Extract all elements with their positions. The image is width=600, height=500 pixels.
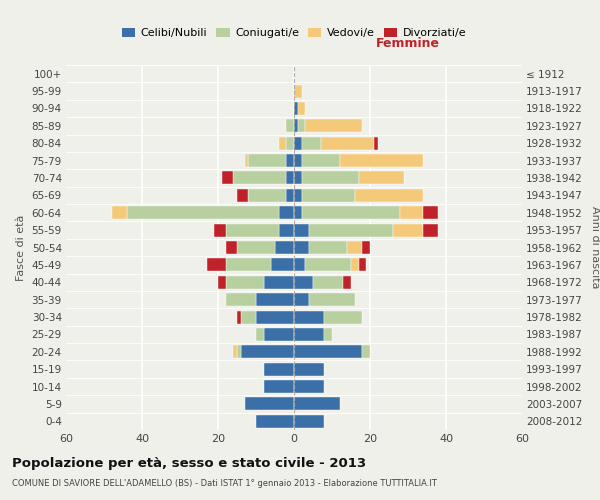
Bar — [294, 172, 302, 184]
Bar — [294, 154, 302, 167]
Bar — [294, 362, 325, 376]
Bar — [400, 206, 423, 220]
Bar — [245, 154, 248, 167]
Bar — [294, 293, 309, 306]
Bar — [343, 276, 351, 289]
Bar — [359, 258, 366, 272]
Bar — [313, 276, 343, 289]
Bar — [286, 189, 294, 202]
Bar — [294, 102, 298, 115]
Bar — [362, 241, 370, 254]
Text: COMUNE DI SAVIORE DELL'ADAMELLO (BS) - Dati ISTAT 1° gennaio 2013 - Elaborazione: COMUNE DI SAVIORE DELL'ADAMELLO (BS) - D… — [12, 479, 437, 488]
Bar — [248, 189, 286, 202]
Bar — [256, 310, 294, 324]
Bar — [226, 241, 237, 254]
Bar — [294, 189, 302, 202]
Bar — [294, 241, 309, 254]
Bar — [279, 224, 294, 236]
Legend: Celibi/Nubili, Coniugati/e, Vedovi/e, Divorziati/e: Celibi/Nubili, Coniugati/e, Vedovi/e, Di… — [118, 23, 470, 43]
Bar — [256, 328, 263, 341]
Bar — [325, 328, 332, 341]
Bar — [127, 206, 279, 220]
Y-axis label: Anni di nascita: Anni di nascita — [590, 206, 599, 289]
Bar — [263, 276, 294, 289]
Bar — [233, 346, 237, 358]
Bar — [294, 346, 362, 358]
Bar — [226, 224, 279, 236]
Bar — [294, 328, 325, 341]
Bar — [263, 362, 294, 376]
Bar — [263, 328, 294, 341]
Bar — [233, 172, 286, 184]
Bar — [222, 172, 233, 184]
Bar — [294, 276, 313, 289]
Bar — [309, 224, 393, 236]
Bar — [294, 398, 340, 410]
Bar — [294, 84, 302, 98]
Bar — [271, 258, 294, 272]
Bar — [206, 258, 226, 272]
Bar — [302, 136, 320, 149]
Bar — [355, 189, 423, 202]
Bar — [279, 206, 294, 220]
Bar — [423, 206, 439, 220]
Bar — [226, 258, 271, 272]
Bar — [294, 120, 298, 132]
Bar — [302, 206, 400, 220]
Bar — [294, 258, 305, 272]
Bar — [237, 346, 241, 358]
Bar — [248, 154, 286, 167]
Bar — [294, 224, 309, 236]
Bar — [226, 276, 263, 289]
Bar — [286, 120, 294, 132]
Bar — [294, 206, 302, 220]
Bar — [302, 172, 359, 184]
Bar — [294, 310, 325, 324]
Text: Popolazione per età, sesso e stato civile - 2013: Popolazione per età, sesso e stato civil… — [12, 458, 366, 470]
Bar — [393, 224, 423, 236]
Bar — [305, 258, 351, 272]
Bar — [351, 258, 359, 272]
Bar — [256, 415, 294, 428]
Bar — [294, 136, 302, 149]
Bar — [320, 136, 374, 149]
Bar — [340, 154, 423, 167]
Bar — [279, 136, 286, 149]
Bar — [286, 136, 294, 149]
Bar — [245, 398, 294, 410]
Bar — [302, 189, 355, 202]
Bar — [214, 224, 226, 236]
Bar — [263, 380, 294, 393]
Text: Femmine: Femmine — [376, 38, 440, 51]
Bar — [298, 102, 305, 115]
Bar — [294, 380, 325, 393]
Bar — [305, 120, 362, 132]
Bar — [218, 276, 226, 289]
Bar — [237, 241, 275, 254]
Bar — [298, 120, 305, 132]
Bar — [359, 172, 404, 184]
Bar — [241, 310, 256, 324]
Bar — [286, 154, 294, 167]
Bar — [309, 241, 347, 254]
Y-axis label: Fasce di età: Fasce di età — [16, 214, 26, 280]
Bar — [237, 310, 241, 324]
Bar — [237, 189, 248, 202]
Bar — [309, 293, 355, 306]
Bar — [302, 154, 340, 167]
Bar — [241, 346, 294, 358]
Bar — [112, 206, 127, 220]
Bar — [347, 241, 362, 254]
Bar — [226, 293, 256, 306]
Bar — [294, 415, 325, 428]
Bar — [325, 310, 362, 324]
Bar — [374, 136, 377, 149]
Bar — [256, 293, 294, 306]
Bar — [362, 346, 370, 358]
Bar — [275, 241, 294, 254]
Bar — [286, 172, 294, 184]
Bar — [423, 224, 439, 236]
